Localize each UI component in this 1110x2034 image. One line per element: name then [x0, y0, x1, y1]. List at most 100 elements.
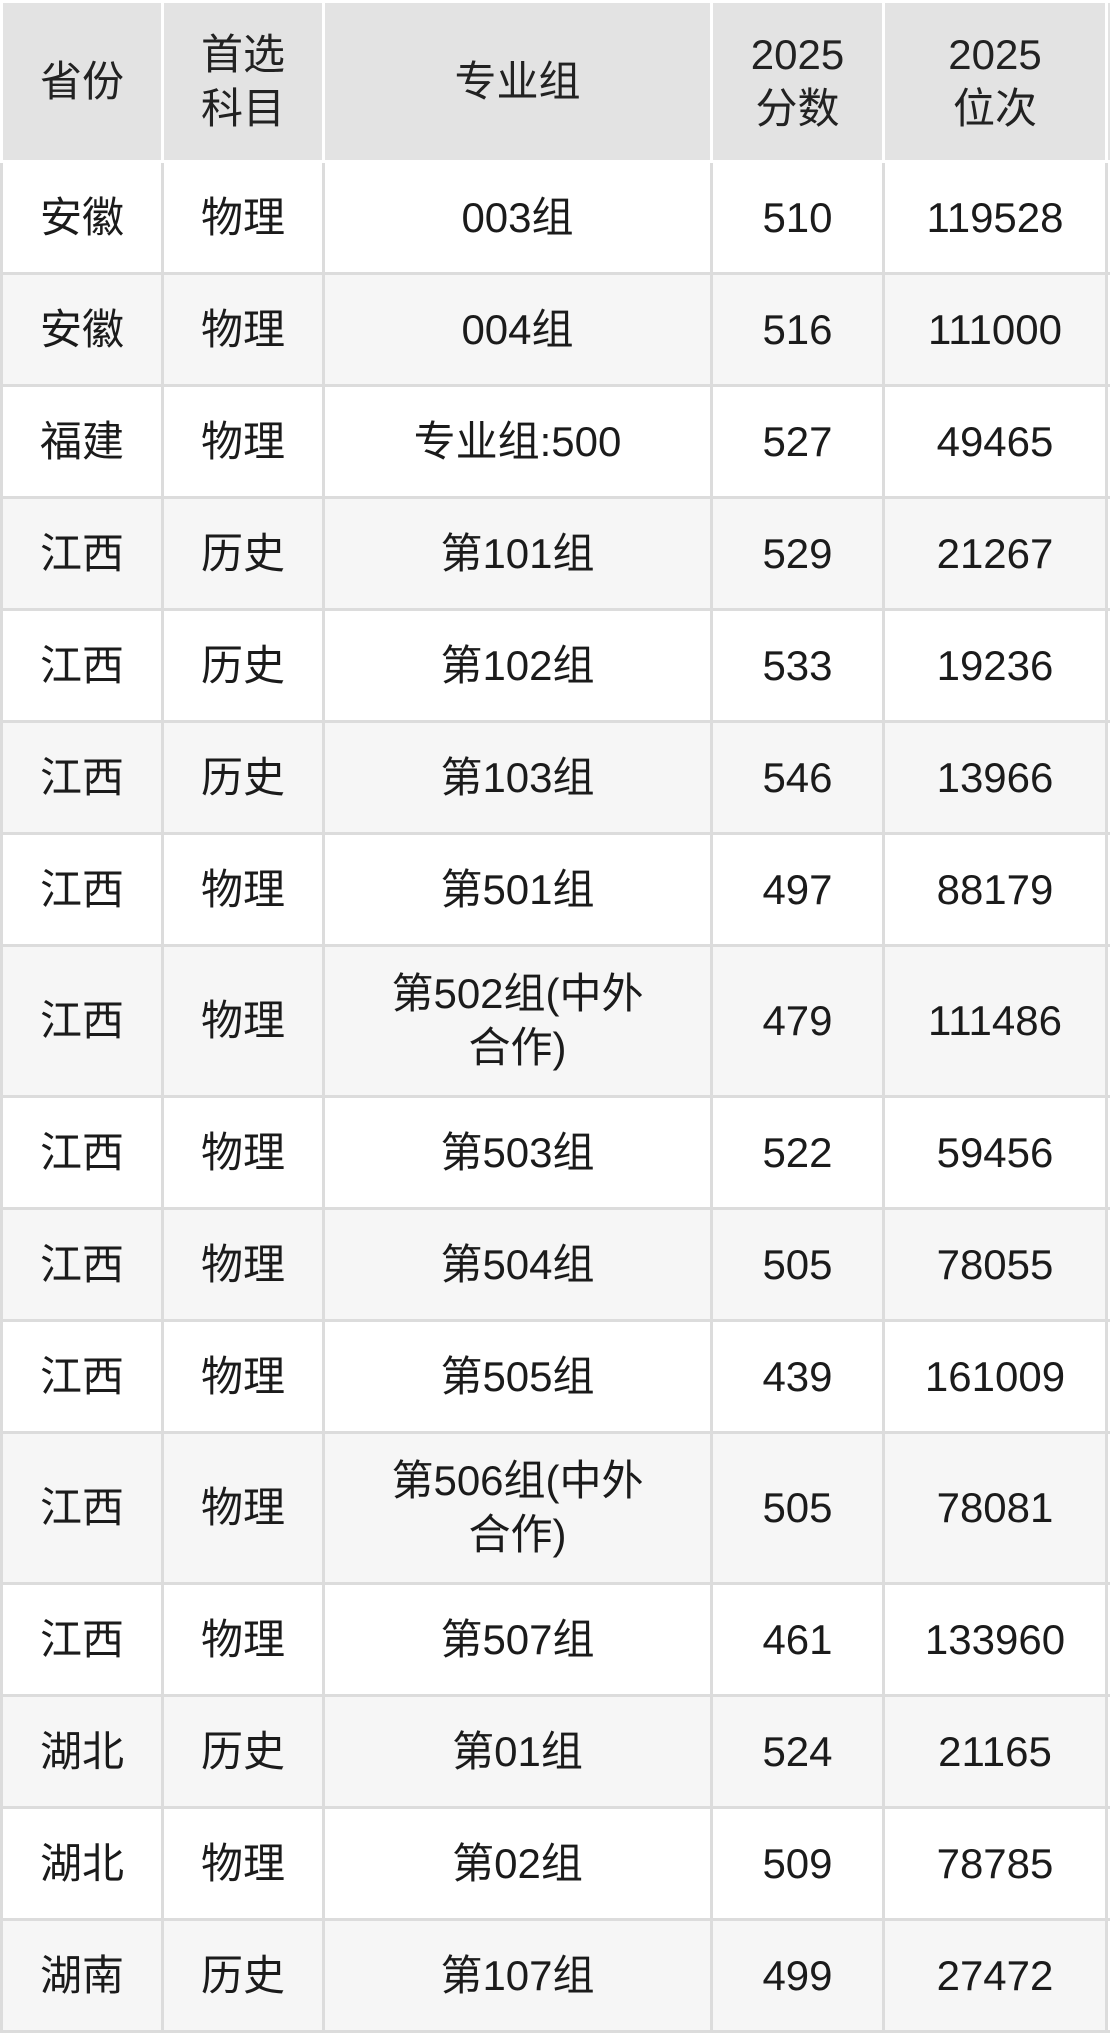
cell-score-2025: 522	[710, 1095, 885, 1210]
cell-group: 第501组	[322, 832, 713, 947]
table-row: 安徽 物理 004组 516 111000	[0, 272, 1110, 387]
table-row: 福建 物理 专业组:500 527 49465	[0, 384, 1110, 499]
cell-group: 第107组	[322, 1918, 713, 2033]
cell-score-2025: 499	[710, 1918, 885, 2033]
cell-truncated-sliver	[1105, 1095, 1110, 1210]
cell-subject: 物理	[161, 1806, 325, 1921]
cell-group: 第505组	[322, 1319, 713, 1434]
cell-rank-2025: 88179	[882, 832, 1108, 947]
cell-rank-2025: 133960	[882, 1582, 1108, 1697]
cell-group: 第504组	[322, 1207, 713, 1322]
cell-score-2025: 461	[710, 1582, 885, 1697]
cell-score-2025: 533	[710, 608, 885, 723]
cell-truncated-sliver	[1105, 1207, 1110, 1322]
cell-rank-2025: 13966	[882, 720, 1108, 835]
cell-truncated-sliver	[1105, 1806, 1110, 1921]
cell-province: 江西	[0, 832, 164, 947]
cell-truncated-sliver	[1105, 832, 1110, 947]
cell-rank-2025: 19236	[882, 608, 1108, 723]
cell-truncated-sliver	[1105, 944, 1110, 1098]
cell-rank-2025: 27472	[882, 1918, 1108, 2033]
cell-group: 003组	[322, 160, 713, 275]
cell-score-2025: 479	[710, 944, 885, 1098]
table-row: 江西 物理 第504组 505 78055	[0, 1207, 1110, 1322]
cell-truncated-sliver	[1105, 160, 1110, 275]
cell-score-2025: 546	[710, 720, 885, 835]
cell-truncated-sliver	[1105, 272, 1110, 387]
cell-province: 安徽	[0, 272, 164, 387]
cell-group: 第102组	[322, 608, 713, 723]
col-header-rank-2025: 2025 位次	[882, 0, 1108, 163]
col-header-truncated-sliver	[1105, 0, 1110, 163]
cell-truncated-sliver	[1105, 384, 1110, 499]
table-row: 江西 物理 第502组(中外 合作) 479 111486	[0, 944, 1110, 1098]
cell-score-2025: 527	[710, 384, 885, 499]
cell-group: 004组	[322, 272, 713, 387]
cell-score-2025: 510	[710, 160, 885, 275]
cell-score-2025: 509	[710, 1806, 885, 1921]
cell-rank-2025: 78055	[882, 1207, 1108, 1322]
cell-truncated-sliver	[1105, 1582, 1110, 1697]
cell-subject: 物理	[161, 944, 325, 1098]
table-row: 江西 物理 第501组 497 88179	[0, 832, 1110, 947]
cell-rank-2025: 78081	[882, 1431, 1108, 1585]
cell-score-2025: 516	[710, 272, 885, 387]
cell-province: 安徽	[0, 160, 164, 275]
cell-truncated-sliver	[1105, 1431, 1110, 1585]
col-header-province: 省份	[0, 0, 164, 163]
cell-province: 江西	[0, 944, 164, 1098]
cell-truncated-sliver	[1105, 720, 1110, 835]
cell-rank-2025: 21165	[882, 1694, 1108, 1809]
cell-group: 第503组	[322, 1095, 713, 1210]
cell-subject: 物理	[161, 1431, 325, 1585]
cell-group: 第506组(中外 合作)	[322, 1431, 713, 1585]
cell-score-2025: 505	[710, 1431, 885, 1585]
cell-subject: 历史	[161, 720, 325, 835]
cell-rank-2025: 161009	[882, 1319, 1108, 1434]
cell-subject: 物理	[161, 160, 325, 275]
cell-subject: 历史	[161, 608, 325, 723]
cell-score-2025: 524	[710, 1694, 885, 1809]
table-row: 江西 历史 第103组 546 13966	[0, 720, 1110, 835]
table-row: 江西 历史 第101组 529 21267	[0, 496, 1110, 611]
cell-subject: 物理	[161, 1095, 325, 1210]
cell-score-2025: 505	[710, 1207, 885, 1322]
header-row: 省份 首选 科目 专业组 2025 分数 2025 位次	[0, 0, 1110, 163]
cell-group: 第02组	[322, 1806, 713, 1921]
cell-subject: 物理	[161, 832, 325, 947]
cell-group: 第101组	[322, 496, 713, 611]
cell-subject: 历史	[161, 1918, 325, 2033]
cell-truncated-sliver	[1105, 608, 1110, 723]
cell-group: 第507组	[322, 1582, 713, 1697]
cell-province: 福建	[0, 384, 164, 499]
cell-rank-2025: 111486	[882, 944, 1108, 1098]
cell-rank-2025: 119528	[882, 160, 1108, 275]
cell-province: 江西	[0, 720, 164, 835]
cell-group: 第502组(中外 合作)	[322, 944, 713, 1098]
cell-group: 专业组:500	[322, 384, 713, 499]
cell-province: 江西	[0, 608, 164, 723]
cell-score-2025: 529	[710, 496, 885, 611]
cell-score-2025: 497	[710, 832, 885, 947]
cell-rank-2025: 111000	[882, 272, 1108, 387]
cell-rank-2025: 21267	[882, 496, 1108, 611]
table-row: 江西 物理 第506组(中外 合作) 505 78081	[0, 1431, 1110, 1585]
cell-province: 江西	[0, 1207, 164, 1322]
cell-truncated-sliver	[1105, 496, 1110, 611]
table-row: 湖南 历史 第107组 499 27472	[0, 1918, 1110, 2033]
col-header-group: 专业组	[322, 0, 713, 163]
cell-province: 江西	[0, 1431, 164, 1585]
cell-province: 江西	[0, 1095, 164, 1210]
cell-truncated-sliver	[1105, 1918, 1110, 2033]
cell-rank-2025: 49465	[882, 384, 1108, 499]
cell-group: 第103组	[322, 720, 713, 835]
cell-subject: 历史	[161, 1694, 325, 1809]
table-row: 江西 物理 第505组 439 161009	[0, 1319, 1110, 1434]
table-row: 安徽 物理 003组 510 119528	[0, 160, 1110, 275]
cell-province: 江西	[0, 1319, 164, 1434]
cell-province: 湖北	[0, 1806, 164, 1921]
cell-rank-2025: 78785	[882, 1806, 1108, 1921]
cell-subject: 物理	[161, 272, 325, 387]
